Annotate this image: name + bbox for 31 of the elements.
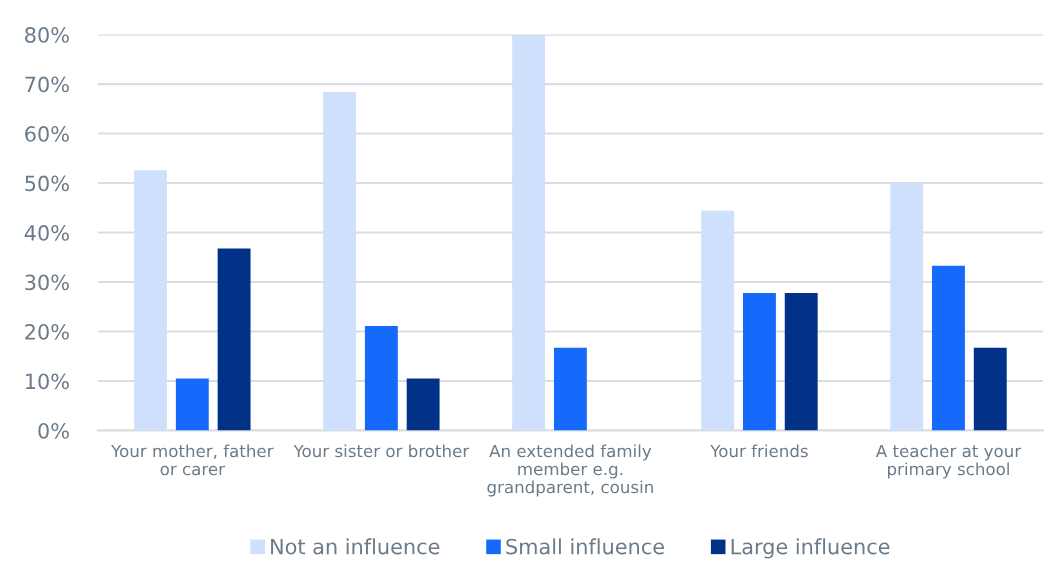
- bar: [134, 170, 167, 431]
- bar: [553, 347, 587, 431]
- y-tick-label: 20%: [25, 323, 69, 340]
- y-tick-label: 10%: [26, 373, 69, 390]
- x-tick-label: Your sister or brother: [293, 444, 470, 458]
- bar: [406, 378, 440, 431]
- bar: [175, 378, 209, 431]
- bar: [217, 248, 251, 431]
- bar: [701, 210, 735, 431]
- bar: [742, 292, 776, 431]
- bar: [973, 347, 1007, 431]
- y-tick-label: 80%: [25, 27, 69, 43]
- x-tick-label: Your mother, father or carer: [111, 444, 274, 476]
- y-tick-label: 60%: [25, 126, 69, 142]
- y-tick-label: 50%: [25, 175, 69, 192]
- x-tick-label: Your friends: [710, 444, 808, 458]
- x-tick-label: A teacher at your primary school: [875, 444, 1022, 479]
- bar: [784, 292, 818, 431]
- y-tick-label: 70%: [25, 76, 69, 93]
- legend-label: Not an influence: [271, 538, 440, 555]
- bar: [890, 183, 924, 431]
- y-tick-label: 40%: [24, 225, 69, 241]
- x-tick-label: An extended family member e.g. grandparent, cousin: [487, 444, 653, 497]
- y-tick-label: 0%: [38, 422, 69, 439]
- bar: [364, 326, 398, 431]
- legend-label: Small influence: [506, 538, 664, 555]
- y-tick-label: 30%: [25, 274, 69, 291]
- legend-label: Large influence: [731, 538, 890, 559]
- bar: [932, 265, 965, 431]
- bar: [323, 92, 357, 431]
- bar: [512, 34, 546, 431]
